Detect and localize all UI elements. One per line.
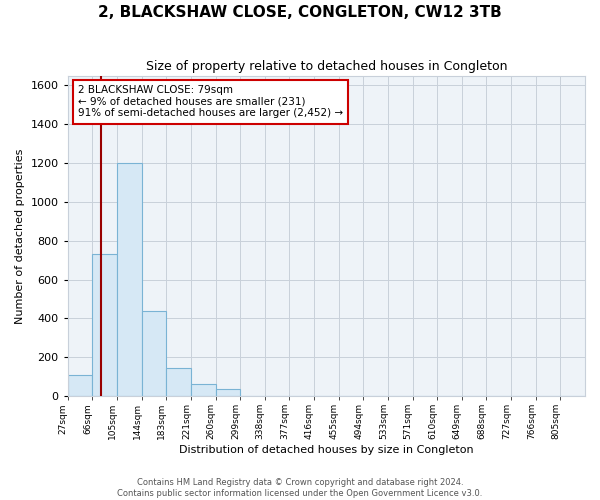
Title: Size of property relative to detached houses in Congleton: Size of property relative to detached ho… [146,60,507,73]
Text: 2 BLACKSHAW CLOSE: 79sqm
← 9% of detached houses are smaller (231)
91% of semi-d: 2 BLACKSHAW CLOSE: 79sqm ← 9% of detache… [78,85,343,118]
Bar [68,375,92,396]
Bar [215,390,240,396]
X-axis label: Distribution of detached houses by size in Congleton: Distribution of detached houses by size … [179,445,473,455]
Bar [166,368,191,396]
Y-axis label: Number of detached properties: Number of detached properties [15,148,25,324]
Text: 2, BLACKSHAW CLOSE, CONGLETON, CW12 3TB: 2, BLACKSHAW CLOSE, CONGLETON, CW12 3TB [98,5,502,20]
Bar [142,310,166,396]
Bar [92,254,117,396]
Bar [117,163,142,396]
Text: Contains HM Land Registry data © Crown copyright and database right 2024.
Contai: Contains HM Land Registry data © Crown c… [118,478,482,498]
Bar [191,384,215,396]
